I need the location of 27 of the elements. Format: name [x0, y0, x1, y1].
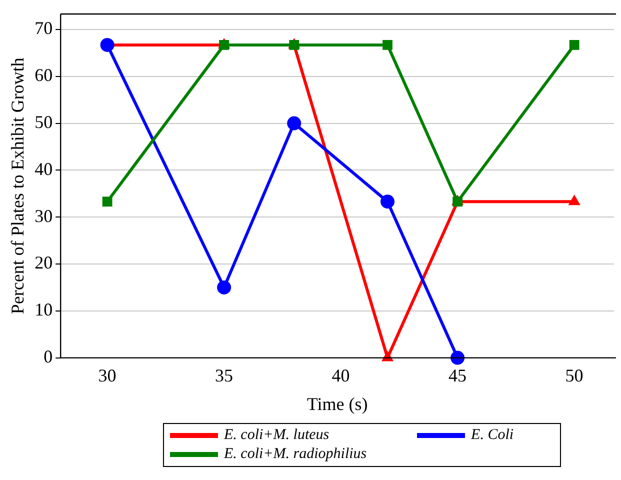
point — [289, 40, 300, 50]
y-tick-label: 40 — [34, 158, 53, 179]
point — [569, 40, 580, 50]
legend-label: E. Coli — [471, 427, 514, 444]
x-tick-label: 40 — [332, 365, 350, 386]
point — [100, 38, 114, 52]
x-axis-title: Time (s) — [306, 394, 368, 414]
point — [102, 196, 112, 207]
point — [219, 40, 229, 50]
x-tick-label: 45 — [448, 365, 467, 386]
x-tick-label: 30 — [98, 365, 116, 386]
point — [382, 40, 392, 50]
x-tick-label: 35 — [215, 365, 234, 386]
y-tick-label: 0 — [44, 346, 53, 367]
x-tick-label: 50 — [565, 365, 584, 386]
point — [287, 116, 302, 130]
y-tick-label: 30 — [34, 206, 53, 226]
y-tick-label: 70 — [34, 18, 53, 38]
point — [217, 280, 232, 294]
y-axis-title: Percent of Plates to Exhibit Growth — [8, 58, 28, 314]
y-tick-label: 50 — [34, 112, 53, 132]
y-tick-label: 10 — [34, 300, 53, 320]
y-tick-label: 60 — [34, 65, 53, 86]
y-tick-label: 20 — [34, 252, 53, 273]
legend-label: E. coli+M. radiophilius — [224, 446, 367, 463]
legend-label: E. coli+M. luteus — [224, 427, 330, 444]
point — [380, 194, 395, 209]
